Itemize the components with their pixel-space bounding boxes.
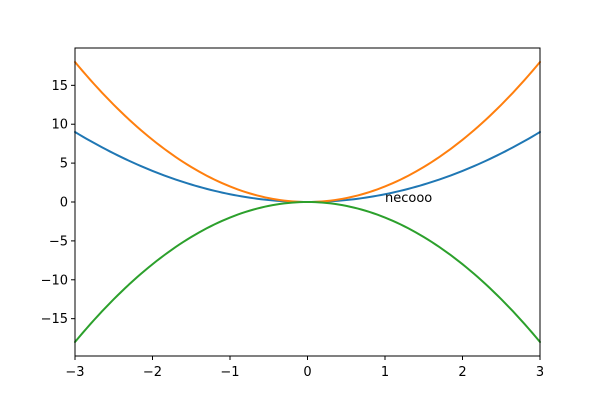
x-tick-label: 3: [536, 365, 544, 380]
series-line-2: [74, 61, 541, 203]
x-tick-label: −2: [143, 365, 162, 380]
series-layer: [74, 61, 541, 343]
y-axis: −15 −10 −5 0 5 10 15: [41, 79, 75, 327]
series-line-3: [74, 201, 541, 343]
x-tick-label: 0: [303, 365, 311, 380]
x-tick-label: −3: [65, 365, 84, 380]
y-tick-label: 10: [51, 118, 68, 133]
y-tick-label: −10: [41, 273, 68, 288]
annotation-label: necooo: [385, 191, 432, 206]
y-tick-label: −15: [41, 312, 68, 327]
y-tick-label: −5: [49, 234, 68, 249]
x-tick-label: −1: [220, 365, 239, 380]
y-tick-label: 15: [51, 79, 68, 94]
x-tick-label: 2: [458, 365, 466, 380]
y-tick-label: 0: [60, 196, 68, 211]
annotation-layer: necooo: [385, 191, 432, 206]
x-axis: −3 −2 −1 0 1 2 3: [65, 356, 544, 380]
x-tick-label: 1: [381, 365, 389, 380]
y-tick-label: 5: [60, 157, 68, 172]
series-line-1: [74, 131, 541, 203]
